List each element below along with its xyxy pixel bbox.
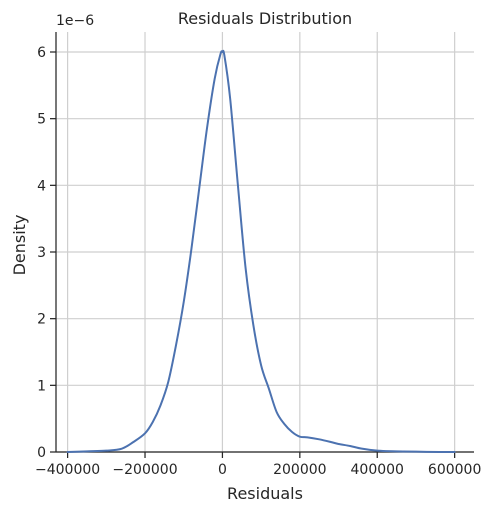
- chart-title: Residuals Distribution: [178, 9, 352, 28]
- x-tick-label: −400000: [35, 462, 100, 478]
- x-tick-label: −200000: [112, 462, 177, 478]
- grid-layer: [56, 32, 474, 453]
- y-tick-label: 3: [37, 245, 46, 261]
- y-tick-label: 5: [37, 112, 46, 128]
- axes-layer: [50, 32, 474, 458]
- x-tick-label: 600000: [428, 462, 481, 478]
- density-curve: [66, 49, 456, 454]
- curve-layer: [66, 49, 456, 454]
- y-tick-label: 2: [37, 312, 46, 328]
- y-tick-label: 0: [37, 445, 46, 461]
- y-tick-label: 4: [37, 178, 46, 194]
- x-tick-label: 400000: [351, 462, 404, 478]
- x-tick-label: 200000: [273, 462, 326, 478]
- x-tick-label: 0: [218, 462, 227, 478]
- y-tick-label: 1: [37, 378, 46, 394]
- y-axis-label: Density: [10, 215, 29, 276]
- x-axis-label: Residuals: [227, 484, 303, 503]
- y-exponent-label: 1e−6: [56, 13, 94, 29]
- label-layer: Residuals Distribution 1e−6 Residuals De…: [10, 9, 481, 503]
- y-tick-label: 6: [37, 45, 46, 61]
